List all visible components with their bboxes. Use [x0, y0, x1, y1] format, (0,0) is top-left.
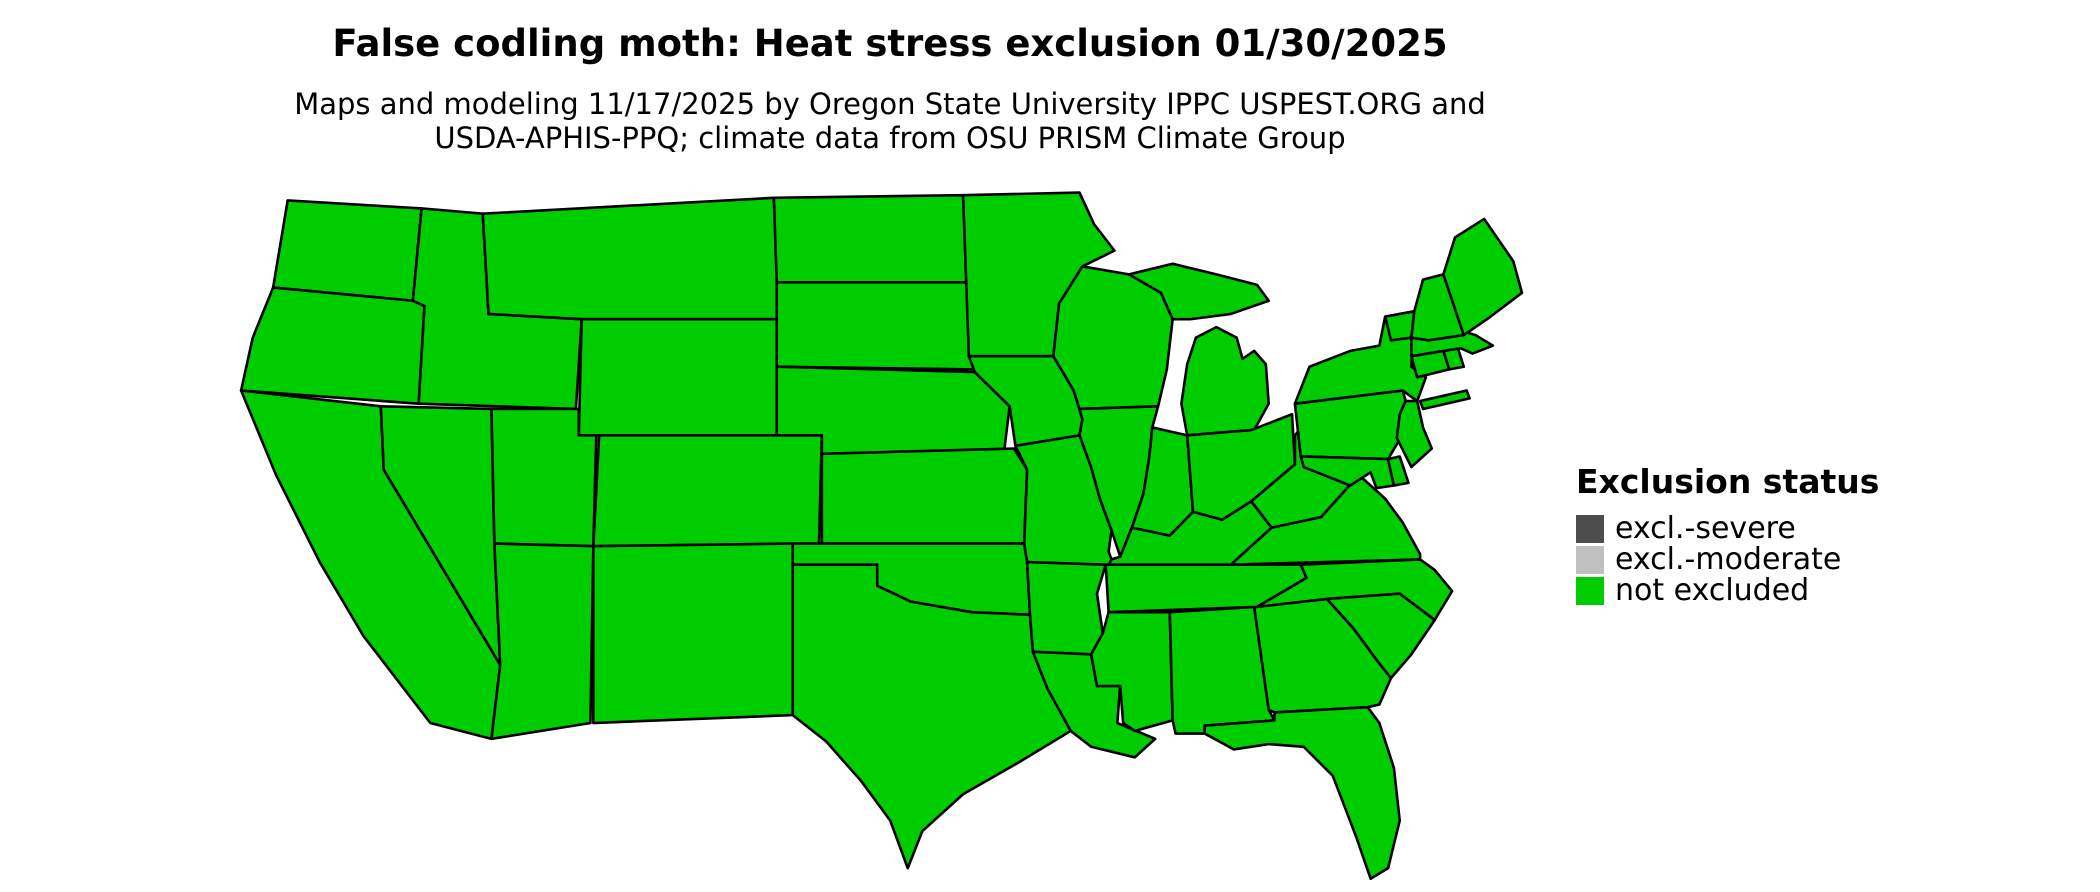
- state-kansas: [822, 449, 1027, 544]
- state-colorado: [593, 435, 822, 546]
- legend-label-not-excluded: not excluded: [1615, 573, 1810, 608]
- state-vermont: [1385, 311, 1414, 340]
- legend-item-severe: excl.-severe: [1576, 511, 1879, 546]
- state-south-carolina: [1327, 594, 1435, 678]
- state-oregon: [241, 288, 424, 404]
- state-florida: [1205, 707, 1400, 879]
- state-delaware: [1388, 456, 1408, 485]
- state-virginia: [1231, 475, 1420, 565]
- legend-label-moderate: excl.-moderate: [1615, 542, 1842, 577]
- us-states-map: [228, 182, 1538, 884]
- state-new-york-long-island: [1420, 390, 1469, 408]
- state-north-dakota: [774, 195, 969, 282]
- states-group: [241, 193, 1522, 879]
- legend-swatch-severe-icon: [1576, 514, 1604, 543]
- state-montana: [483, 198, 780, 319]
- state-arizona: [491, 544, 593, 739]
- state-south-dakota: [777, 282, 975, 369]
- map-subtitle-line1: Maps and modeling 11/17/2025 by Oregon S…: [294, 87, 1486, 121]
- state-maine: [1443, 219, 1522, 335]
- legend: Exclusion status excl.-severe excl.-mode…: [1576, 462, 1880, 608]
- legend-swatch-moderate-icon: [1576, 545, 1604, 574]
- legend-item-moderate: excl.-moderate: [1576, 542, 1879, 577]
- state-new-mexico: [593, 544, 792, 723]
- state-arkansas: [1027, 562, 1106, 654]
- map-subtitle-line2: USDA-APHIS-PPQ; climate data from OSU PR…: [434, 121, 1346, 156]
- legend-swatch-not-excluded-icon: [1576, 576, 1604, 605]
- state-texas: [793, 565, 1071, 868]
- legend-label-severe: excl.-severe: [1615, 511, 1796, 546]
- map-title: False codling moth: Heat stress exclusio…: [332, 22, 1448, 65]
- header: False codling moth: Heat stress exclusio…: [0, 22, 1780, 155]
- state-new-jersey: [1397, 401, 1432, 467]
- state-michigan-upper-peninsula: [1129, 264, 1269, 319]
- state-washington: [273, 200, 421, 300]
- state-wyoming: [579, 319, 780, 435]
- legend-title: Exclusion status: [1576, 462, 1880, 501]
- state-michigan-lower-peninsula: [1181, 327, 1268, 435]
- legend-item-not-excluded: not excluded: [1576, 573, 1879, 608]
